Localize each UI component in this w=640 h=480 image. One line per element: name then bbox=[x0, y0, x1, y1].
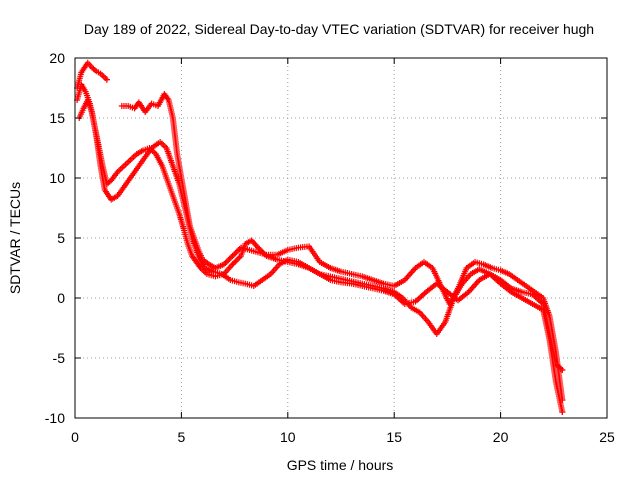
data-point bbox=[233, 257, 240, 264]
data-point bbox=[223, 258, 230, 265]
data-point bbox=[230, 260, 237, 266]
x-axis-label: GPS time / hours bbox=[287, 457, 394, 473]
y-tick-label: 5 bbox=[57, 230, 65, 246]
axis-ticks: 0 5 10 15 20 25 -10 -5 0 5 10 15 20 bbox=[45, 50, 615, 445]
x-tick-label: 15 bbox=[386, 429, 402, 445]
data-point bbox=[559, 409, 566, 415]
x-tick-label: 20 bbox=[493, 429, 509, 445]
series-track-a bbox=[74, 59, 110, 91]
data-point bbox=[228, 254, 235, 261]
series-track-b bbox=[74, 81, 566, 373]
data-point bbox=[226, 255, 233, 262]
y-tick-label: 10 bbox=[49, 170, 65, 186]
data-point bbox=[235, 255, 242, 262]
x-tick-label: 10 bbox=[280, 429, 296, 445]
data-points bbox=[74, 59, 566, 415]
data-point bbox=[232, 250, 239, 257]
x-tick-label: 5 bbox=[178, 429, 186, 445]
y-tick-label: 20 bbox=[49, 50, 65, 66]
x-tick-label: 25 bbox=[599, 429, 615, 445]
series-track-c bbox=[76, 97, 566, 415]
chart-title: Day 189 of 2022, Sidereal Day-to-day VTE… bbox=[84, 21, 594, 37]
data-point bbox=[229, 253, 236, 259]
y-tick-label: -5 bbox=[53, 350, 66, 366]
data-point bbox=[103, 76, 110, 83]
y-tick-label: 0 bbox=[57, 290, 65, 306]
x-tick-label: 0 bbox=[71, 429, 79, 445]
grid-lines bbox=[75, 58, 607, 418]
data-point bbox=[232, 258, 239, 265]
y-tick-label: -10 bbox=[45, 410, 65, 426]
data-point bbox=[559, 397, 566, 403]
y-axis-label: SDTVAR / TECUs bbox=[7, 182, 23, 294]
y-tick-label: 15 bbox=[49, 110, 65, 126]
series-track-d bbox=[118, 91, 566, 403]
data-point bbox=[230, 251, 237, 258]
data-point bbox=[225, 257, 232, 264]
